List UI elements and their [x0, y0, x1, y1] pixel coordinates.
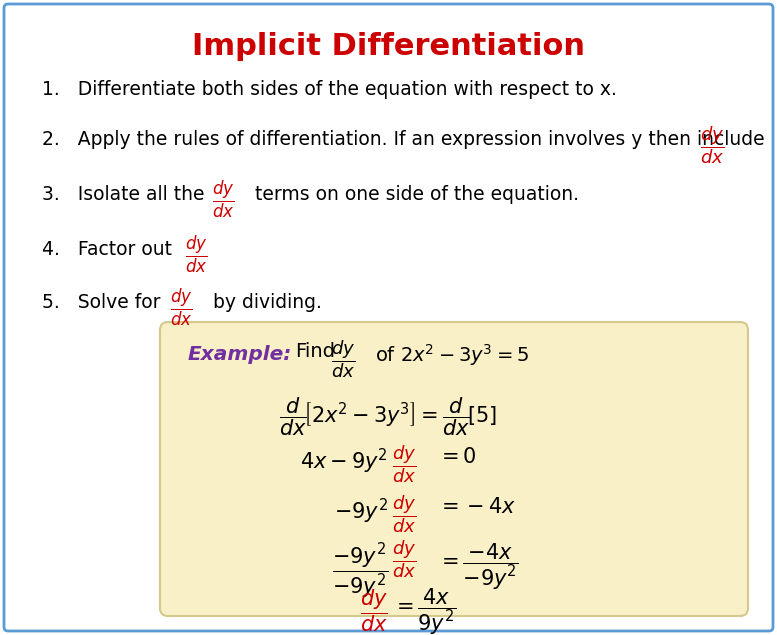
Text: $4x - 9y^2$: $4x - 9y^2$ [300, 447, 388, 476]
Text: $\dfrac{dy}{dx}$: $\dfrac{dy}{dx}$ [392, 538, 416, 580]
Text: $= 0$: $= 0$ [437, 447, 476, 467]
Text: $\dfrac{dy}{dx}$: $\dfrac{dy}{dx}$ [361, 587, 388, 634]
Text: 1.   Differentiate both sides of the equation with respect to x.: 1. Differentiate both sides of the equat… [42, 80, 617, 99]
Text: terms on one side of the equation.: terms on one side of the equation. [255, 185, 579, 204]
Text: Example:: Example: [188, 345, 292, 364]
FancyBboxPatch shape [160, 322, 748, 616]
Text: $\dfrac{dy}{dx}$: $\dfrac{dy}{dx}$ [185, 234, 207, 275]
Text: 3.   Isolate all the: 3. Isolate all the [42, 185, 204, 204]
Text: $\dfrac{-9y^2}{-9y^2}$: $\dfrac{-9y^2}{-9y^2}$ [332, 542, 388, 601]
Text: $\mathrm{of}\ 2x^2 - 3y^3 = 5$: $\mathrm{of}\ 2x^2 - 3y^3 = 5$ [375, 342, 529, 368]
Text: $\dfrac{dy}{dx}$: $\dfrac{dy}{dx}$ [331, 338, 355, 380]
Text: $= -4x$: $= -4x$ [437, 497, 516, 517]
Text: $\dfrac{dy}{dx}$: $\dfrac{dy}{dx}$ [700, 124, 724, 166]
Text: $-9y^2$: $-9y^2$ [334, 497, 388, 526]
Text: 4.   Factor out: 4. Factor out [42, 240, 172, 259]
Text: Find: Find [295, 342, 335, 361]
Text: $\dfrac{dy}{dx}$: $\dfrac{dy}{dx}$ [392, 493, 416, 535]
FancyBboxPatch shape [4, 4, 773, 631]
Text: 5.   Solve for: 5. Solve for [42, 293, 161, 312]
Text: $\dfrac{dy}{dx}$: $\dfrac{dy}{dx}$ [392, 443, 416, 485]
Text: $= \dfrac{4x}{9y^2}$: $= \dfrac{4x}{9y^2}$ [392, 587, 456, 635]
Text: $= \dfrac{-4x}{-9y^2}$: $= \dfrac{-4x}{-9y^2}$ [437, 542, 518, 592]
Text: $\dfrac{dy}{dx}$: $\dfrac{dy}{dx}$ [170, 287, 193, 328]
Text: $\dfrac{d}{dx}\!\left[2x^2 - 3y^3\right] = \dfrac{d}{dx}\!\left[5\right]$: $\dfrac{d}{dx}\!\left[2x^2 - 3y^3\right]… [279, 395, 497, 438]
Text: by dividing.: by dividing. [213, 293, 322, 312]
Text: $\dfrac{dy}{dx}$: $\dfrac{dy}{dx}$ [212, 179, 235, 220]
Text: 2.   Apply the rules of differentiation. If an expression involves y then includ: 2. Apply the rules of differentiation. I… [42, 130, 765, 149]
Text: Implicit Differentiation: Implicit Differentiation [191, 32, 584, 61]
